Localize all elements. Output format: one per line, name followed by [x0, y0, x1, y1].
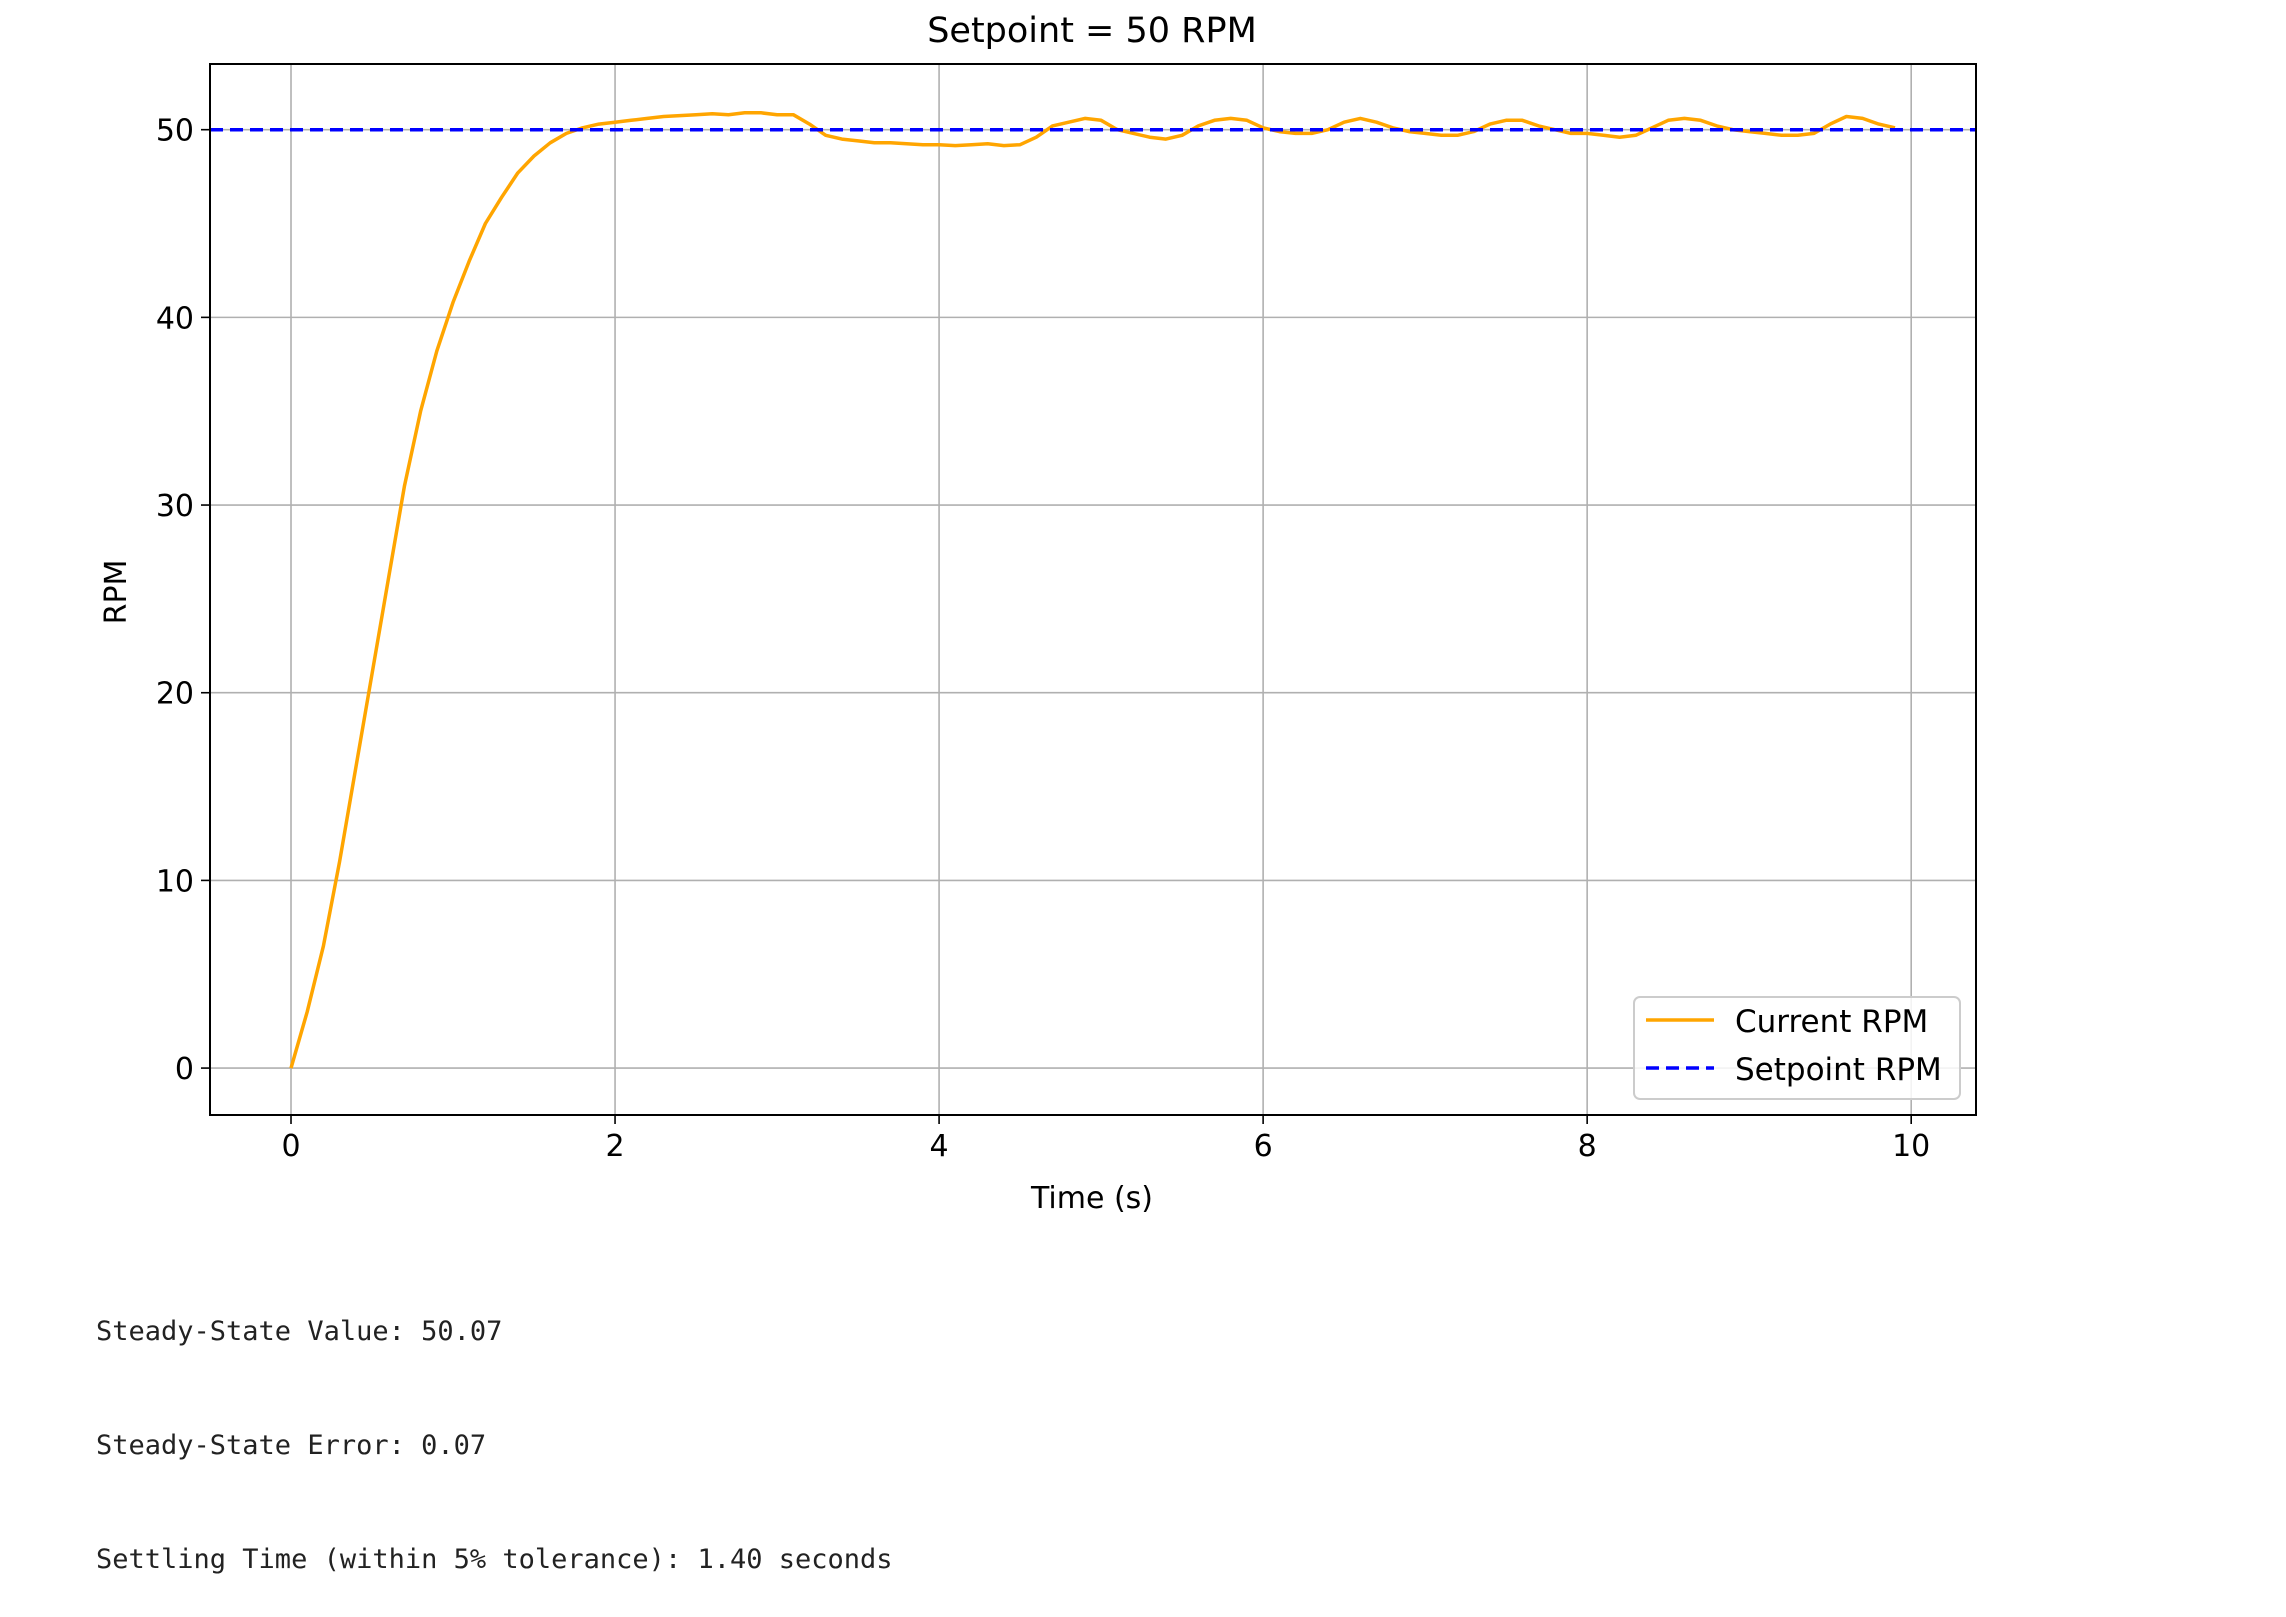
legend: Current RPM Setpoint RPM	[1633, 996, 1961, 1100]
plot-border	[209, 63, 1977, 1116]
x-tick-label: 10	[1892, 1129, 1930, 1164]
chart-area: 0 2 4 6 8 10 0 10 20 30 40 50 Setpoint = 50 RPM Tim…	[99, 11, 1977, 1216]
x-tick-label: 2	[605, 1129, 624, 1164]
settling-time-line: Settling Time (within 5% tolerance): 1.4…	[96, 1544, 893, 1575]
legend-label-current-rpm: Current RPM	[1735, 1004, 1928, 1040]
y-tick-label: 30	[156, 489, 194, 524]
plot-frame	[210, 64, 1976, 1115]
rpm-line-chart: 0 2 4 6 8 10 0 10 20 30 40 50 Setpoint = 50 RPM Tim…	[99, 11, 1977, 1216]
y-axis-label: RPM	[99, 560, 134, 625]
y-tick-label: 0	[175, 1052, 194, 1087]
x-axis-label: Time (s)	[1030, 1181, 1153, 1216]
y-tick-label: 10	[156, 864, 194, 899]
series-line-current-rpm	[289, 111, 1896, 1069]
y-tick-label: 40	[156, 301, 194, 336]
gridlines	[210, 64, 1976, 1115]
x-tick-label: 0	[281, 1129, 300, 1164]
console-output: Steady-State Value: 50.07 Steady-State E…	[96, 1237, 893, 1617]
legend-box	[1633, 996, 1961, 1100]
x-tick-label: 4	[930, 1129, 949, 1164]
series-layer	[210, 111, 1976, 1069]
x-tick-label: 6	[1254, 1129, 1273, 1164]
steady-state-error-line: Steady-State Error: 0.07	[96, 1430, 487, 1461]
x-tick-label: 8	[1578, 1129, 1597, 1164]
chart-title: Setpoint = 50 RPM	[927, 11, 1257, 51]
steady-state-value-line: Steady-State Value: 50.07	[96, 1316, 503, 1347]
ticks: 0 2 4 6 8 10 0 10 20 30 40 50	[156, 114, 1930, 1164]
y-tick-label: 50	[156, 114, 194, 149]
legend-label-setpoint-rpm: Setpoint RPM	[1735, 1052, 1942, 1088]
y-tick-label: 20	[156, 677, 194, 712]
